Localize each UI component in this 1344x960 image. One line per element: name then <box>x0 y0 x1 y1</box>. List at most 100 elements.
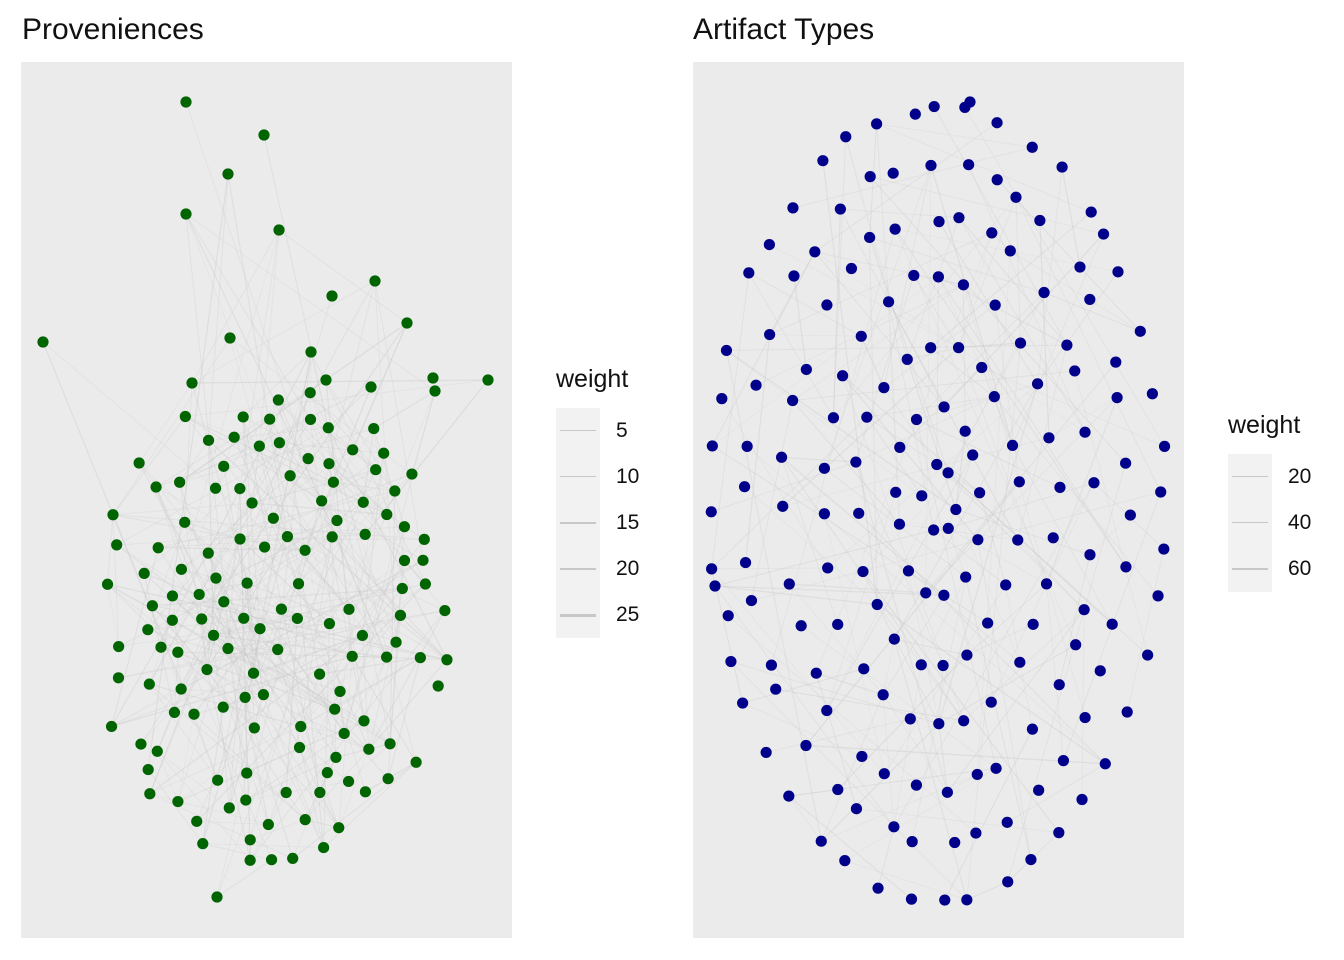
network-node <box>1012 534 1024 546</box>
network-edge <box>196 583 426 822</box>
network-edge <box>769 334 862 337</box>
network-edge <box>744 334 771 563</box>
network-edge <box>246 583 254 674</box>
network-edge <box>958 342 1021 349</box>
network-edge <box>107 583 335 710</box>
network-edge <box>42 341 195 715</box>
network-edge <box>894 228 1077 645</box>
network-edge <box>351 655 417 763</box>
network-edge <box>228 628 261 808</box>
network-edge <box>149 726 301 795</box>
network-edge <box>184 521 241 540</box>
network-edge <box>876 123 1033 148</box>
network-node <box>1057 755 1070 767</box>
network-edge <box>894 638 968 656</box>
network-edge <box>112 502 253 516</box>
network-edge <box>977 539 1032 860</box>
network-edge <box>321 469 376 502</box>
network-node <box>928 524 940 536</box>
network-edge <box>916 418 1061 488</box>
network-node <box>857 565 869 578</box>
network-node <box>482 374 494 386</box>
network-node <box>257 689 270 701</box>
network-edge <box>328 427 388 515</box>
network-node <box>928 100 940 113</box>
network-node <box>882 296 895 308</box>
network-node <box>821 299 833 311</box>
network-edge <box>352 655 387 658</box>
network-edge <box>894 228 1127 568</box>
network-node <box>272 643 284 656</box>
network-edge <box>184 382 193 523</box>
network-edge <box>181 688 264 696</box>
network-node <box>959 425 971 437</box>
network-edge <box>198 594 229 649</box>
network-node <box>1001 816 1013 828</box>
network-node <box>193 588 205 601</box>
network-edge <box>304 748 370 821</box>
network-edge <box>788 767 997 797</box>
network-edge <box>925 165 932 593</box>
network-node <box>850 456 862 468</box>
network-edge <box>352 655 447 661</box>
network-node <box>725 655 737 668</box>
network-edge <box>856 808 1059 834</box>
network-edge <box>249 709 335 861</box>
network-edge <box>281 534 366 610</box>
network-node <box>234 482 246 495</box>
network-node <box>961 649 973 661</box>
network-edge <box>964 107 1165 447</box>
network-node <box>1056 161 1068 173</box>
network-node <box>244 834 256 846</box>
network-edge <box>844 860 967 901</box>
network-node <box>815 835 827 847</box>
network-node <box>358 715 370 727</box>
network-node <box>818 462 830 474</box>
network-edge <box>251 446 260 504</box>
network-edge <box>138 462 264 695</box>
network-edge <box>771 229 896 666</box>
network-node <box>1040 578 1053 590</box>
network-node <box>972 534 984 546</box>
network-edge <box>107 583 349 782</box>
network-edge <box>160 646 335 710</box>
network-edge <box>279 442 384 454</box>
network-node <box>101 578 114 590</box>
network-edge <box>855 396 995 463</box>
network-node <box>832 783 844 796</box>
network-edge <box>177 651 353 657</box>
network-edge <box>143 572 353 657</box>
network-edge <box>955 509 1091 556</box>
network-edge <box>906 359 957 510</box>
network-edge <box>826 292 1045 711</box>
network-edge <box>239 538 306 551</box>
network-edge <box>116 526 405 546</box>
network-edge <box>862 454 973 572</box>
network-edge <box>348 390 436 610</box>
network-node <box>240 794 252 806</box>
network-edge <box>789 583 884 695</box>
network-edge <box>300 536 333 727</box>
network-node <box>1025 853 1037 866</box>
network-edge <box>242 416 330 464</box>
network-node <box>239 691 251 703</box>
network-edge <box>782 347 960 507</box>
network-edge <box>996 179 1141 332</box>
network-node <box>750 379 762 391</box>
network-edge <box>947 528 967 578</box>
network-node <box>327 476 339 488</box>
network-node <box>209 482 222 494</box>
network-edge <box>321 500 333 538</box>
network-node <box>1142 649 1154 661</box>
network-node <box>201 663 213 676</box>
network-edge <box>826 454 974 711</box>
network-edge <box>138 382 193 464</box>
network-node <box>293 741 306 754</box>
network-edge <box>1058 554 1091 685</box>
network-edge <box>310 351 329 428</box>
network-node <box>267 512 279 524</box>
network-edge <box>227 173 289 537</box>
network-edge <box>855 275 915 463</box>
network-edge <box>374 280 397 643</box>
network-node <box>990 762 1002 774</box>
